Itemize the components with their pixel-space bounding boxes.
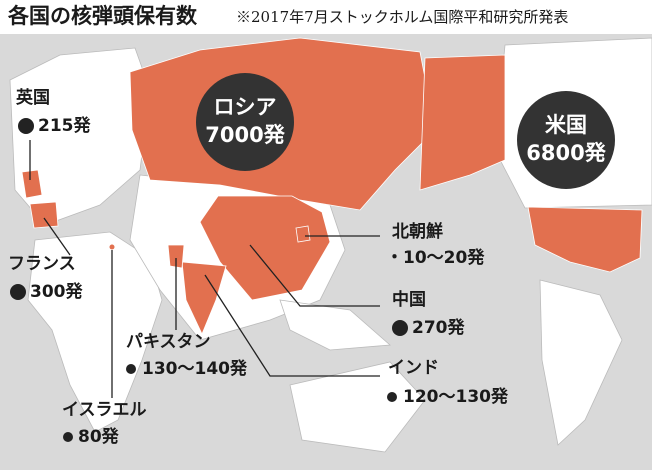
warhead-count: 300発 bbox=[30, 281, 83, 302]
china bbox=[199, 195, 331, 301]
north-korea bbox=[295, 225, 311, 243]
bullet bbox=[63, 432, 73, 442]
country-name: 米国 bbox=[545, 113, 587, 137]
leader-line bbox=[249, 244, 380, 307]
warhead-count: 80発 bbox=[78, 426, 120, 447]
bullet bbox=[18, 118, 34, 134]
usa bbox=[527, 206, 643, 273]
warhead-count: 215発 bbox=[38, 115, 91, 136]
country-name: インド bbox=[388, 358, 439, 378]
uk bbox=[21, 169, 43, 199]
country-name: フランス bbox=[8, 254, 76, 274]
country-name: イスラエル bbox=[62, 400, 147, 420]
southeast-asia bbox=[279, 299, 391, 351]
bullet bbox=[126, 364, 136, 374]
warhead-count: 120～130発 bbox=[403, 386, 509, 407]
india bbox=[181, 261, 227, 335]
warhead-count: 270発 bbox=[412, 317, 465, 338]
australia bbox=[289, 361, 426, 453]
leader-line bbox=[43, 217, 71, 256]
bullet bbox=[392, 320, 408, 336]
russia-badge bbox=[196, 73, 294, 171]
europe bbox=[9, 47, 151, 226]
warhead-count: ・10～20発 bbox=[386, 247, 485, 268]
pakistan bbox=[167, 244, 185, 269]
country-name: 英国 bbox=[16, 87, 50, 108]
country-name: パキスタン bbox=[126, 332, 211, 352]
map bbox=[9, 37, 652, 453]
country-name: 北朝鮮 bbox=[392, 221, 443, 242]
alaska bbox=[419, 54, 506, 191]
bullet bbox=[10, 284, 26, 300]
warhead-count: 6800発 bbox=[526, 141, 606, 165]
leader-line bbox=[204, 274, 380, 377]
leaders bbox=[29, 140, 380, 398]
usa-badge bbox=[517, 91, 615, 189]
country-name: 中国 bbox=[392, 289, 426, 310]
warhead-count: 7000発 bbox=[205, 123, 285, 147]
country-name: ロシア bbox=[214, 95, 277, 119]
israel bbox=[109, 244, 115, 250]
france bbox=[29, 201, 59, 229]
warhead-count: 130～140発 bbox=[142, 358, 248, 379]
south-america bbox=[539, 279, 623, 446]
title: 各国の核弾頭保有数 bbox=[7, 4, 198, 28]
source-note: ※2017年7月ストックホルム国際平和研究所発表 bbox=[236, 8, 568, 26]
bullet bbox=[387, 392, 397, 402]
